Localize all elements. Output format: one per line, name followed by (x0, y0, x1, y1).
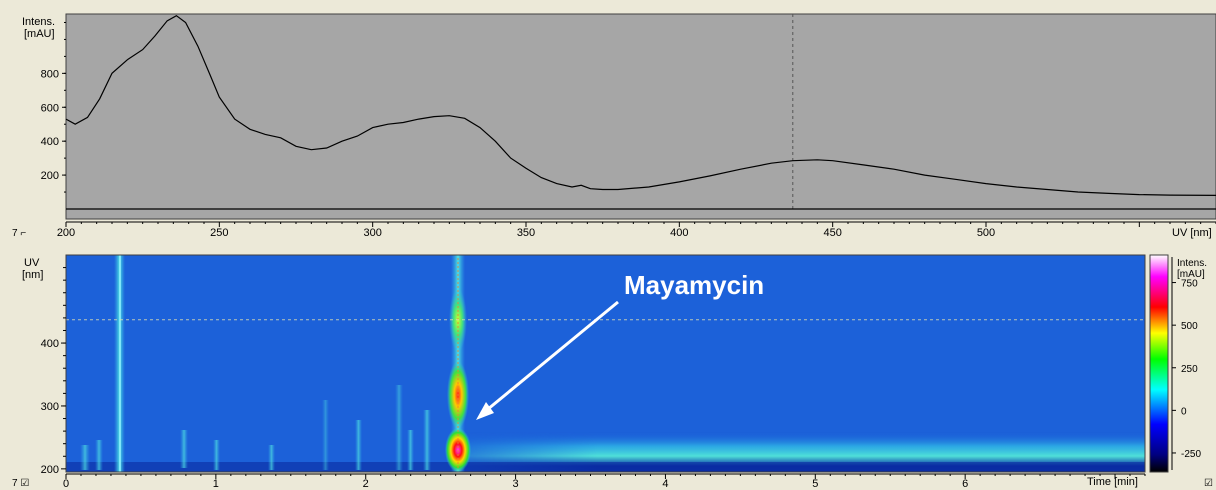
spectrum-line (65, 14, 1216, 196)
colorbar-label-1: Intens. (1177, 258, 1207, 269)
spectrum-y-label-1: Intens. (22, 16, 55, 28)
colorbar-tick-label: 750 (1181, 279, 1198, 290)
heatmap-y-tick-label: 300 (41, 401, 59, 413)
minor-peaks (80, 385, 431, 470)
heatmap-y-tick-label: 200 (41, 464, 59, 476)
minor-peak (355, 420, 362, 470)
heatmap-y-label-2: [nm] (22, 269, 43, 281)
uv-spectrum-chart: 200 400 600 800 200 250 300 350 400 450 500 Inten… (12, 13, 1216, 239)
spectrum-x-tick-label: 300 (363, 227, 381, 239)
heatmap-axis-toggle[interactable]: 7 ☑ (12, 478, 29, 489)
spectrum-y-tick-label: 200 (41, 170, 59, 182)
spectrum-axis-toggle[interactable]: 7 ⌐ (12, 228, 26, 239)
colorbar: 750 500 250 0 -250 Intens. [mAU] (1149, 254, 1207, 473)
colorbar-tick-label: 250 (1181, 364, 1198, 375)
heatmap-x-tick-label: 1 (213, 478, 219, 490)
spectrum-x-label: UV [nm] (1172, 227, 1212, 239)
uv-time-heatmap: 200 300 400 0 1 2 3 4 5 6 Mayamycin UV [nm] Time… (12, 254, 1213, 490)
colorbar-tick-label: 0 (1181, 406, 1187, 417)
spectrum-x-tick-label: 500 (977, 227, 995, 239)
minor-peak (213, 440, 220, 470)
colorbar-gradient (1149, 254, 1169, 473)
heatmap-x-tick-label: 4 (662, 478, 668, 490)
minor-peak (322, 400, 329, 470)
spectrum-y-label-2: [mAU] (24, 28, 55, 40)
heatmap-y-tick-label: 400 (41, 338, 59, 350)
minor-peak (180, 430, 188, 468)
annotation-arrow-head (476, 402, 494, 420)
minor-peak (395, 385, 403, 470)
heatmap-frame (65, 254, 1146, 473)
colorbar-tick-label: -250 (1181, 449, 1201, 460)
spectrum-y-tick-label: 800 (41, 68, 59, 80)
heatmap-x-label: Time [min] (1087, 476, 1138, 488)
spectrum-y-tick-label: 400 (41, 136, 59, 148)
spectrum-x-tick-label: 350 (517, 227, 535, 239)
heatmap-x-tick-label: 5 (812, 478, 818, 490)
spectrum-x-tick-label: 200 (57, 227, 75, 239)
spectrum-plot-area (65, 13, 1216, 220)
spectrum-x-tick-label: 450 (823, 227, 841, 239)
minor-peak (80, 445, 90, 470)
spectrum-x-tick-label: 250 (210, 227, 228, 239)
minor-peak (95, 440, 103, 470)
minor-peak (407, 430, 414, 470)
colorbar-label-2: [mAU] (1177, 269, 1205, 280)
mayamycin-annotation: Mayamycin (624, 270, 764, 300)
heatmap-floor (66, 462, 1145, 472)
minor-peak (423, 410, 431, 470)
injection-band-core (119, 255, 121, 472)
spectrum-x-tick-label: 400 (670, 227, 688, 239)
heatmap-x-tick-label: 0 (63, 478, 69, 490)
heatmap-x-tick-label: 2 (363, 478, 369, 490)
annotation-arrow-shaft (481, 300, 619, 416)
heatmap-y-label-1: UV (24, 257, 40, 269)
heatmap-x-tick-label: 3 (513, 478, 519, 490)
heatmap-corner-toggle[interactable]: ☑ (1204, 478, 1213, 489)
minor-peak (268, 445, 275, 470)
colorbar-tick-label: 500 (1181, 321, 1198, 332)
heatmap-x-tick-label: 6 (962, 478, 968, 490)
spectrum-y-tick-label: 600 (41, 102, 59, 114)
